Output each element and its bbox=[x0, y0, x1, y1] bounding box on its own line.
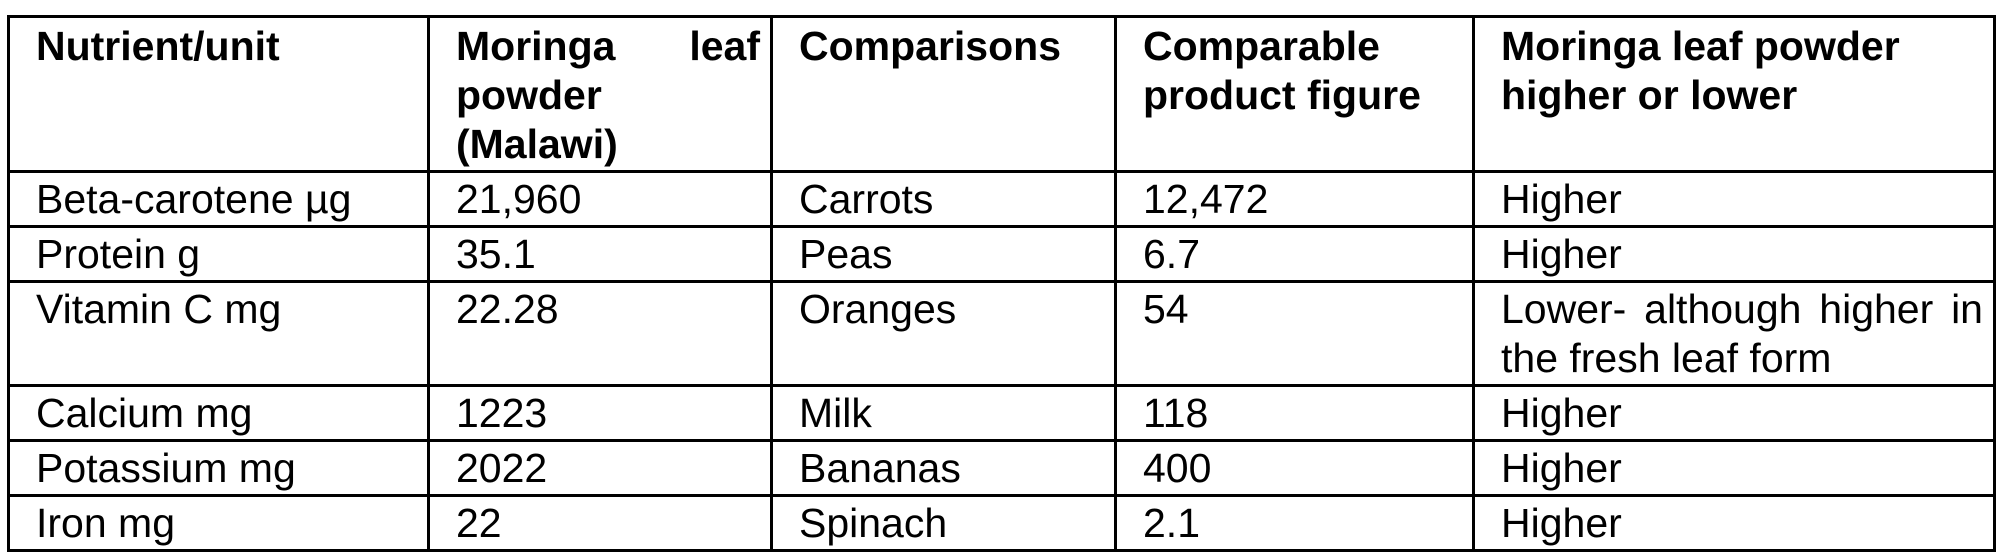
comparable-figure-cell: 6.7 bbox=[1114, 225, 1475, 283]
moringa-value-cell: 35.1 bbox=[427, 225, 773, 283]
comparison-cell: Peas bbox=[770, 225, 1117, 283]
comparable-figure-cell: 400 bbox=[1114, 439, 1475, 497]
table-row: Potassium mg 2022 Bananas 400 Higher bbox=[7, 439, 1996, 497]
header-row: Nutrient/unit Moringa leaf powder (Malaw… bbox=[7, 15, 1996, 173]
comparable-figure-cell: 54 bbox=[1114, 280, 1475, 387]
header-comparisons: Comparisons bbox=[770, 15, 1117, 173]
comparison-cell: Oranges bbox=[770, 280, 1117, 387]
moringa-value-cell: 21,960 bbox=[427, 170, 773, 228]
moringa-value-cell: 2022 bbox=[427, 439, 773, 497]
higher-lower-cell: Higher bbox=[1472, 439, 1996, 497]
moringa-value-cell: 22 bbox=[427, 494, 773, 552]
moringa-value-cell: 1223 bbox=[427, 384, 773, 442]
header-higher-or-lower: Moringa leaf powder higher or lower bbox=[1472, 15, 1996, 173]
header-moringa-leaf-powder: Moringa leaf powder (Malawi) bbox=[427, 15, 773, 173]
higher-lower-cell: Higher bbox=[1472, 225, 1996, 283]
table-row: Calcium mg 1223 Milk 118 Higher bbox=[7, 384, 1996, 442]
table-row: Protein g 35.1 Peas 6.7 Higher bbox=[7, 225, 1996, 283]
higher-lower-cell: Higher bbox=[1472, 170, 1996, 228]
nutrient-cell: Potassium mg bbox=[7, 439, 430, 497]
nutrient-cell: Protein g bbox=[7, 225, 430, 283]
header-comparable-product-figure: Comparable product figure bbox=[1114, 15, 1475, 173]
nutrient-cell: Calcium mg bbox=[7, 384, 430, 442]
higher-lower-cell: Lower- although higher in the fresh leaf… bbox=[1472, 280, 1996, 387]
higher-lower-cell: Higher bbox=[1472, 384, 1996, 442]
table-row: Vitamin C mg 22.28 Oranges 54 Lower- alt… bbox=[7, 280, 1996, 387]
nutrient-comparison-table: Nutrient/unit Moringa leaf powder (Malaw… bbox=[7, 15, 1996, 552]
comparison-cell: Milk bbox=[770, 384, 1117, 442]
header-nutrient-unit: Nutrient/unit bbox=[7, 15, 430, 173]
comparison-cell: Bananas bbox=[770, 439, 1117, 497]
comparable-figure-cell: 2.1 bbox=[1114, 494, 1475, 552]
nutrient-cell: Beta-carotene µg bbox=[7, 170, 430, 228]
table-row: Beta-carotene µg 21,960 Carrots 12,472 H… bbox=[7, 170, 1996, 228]
nutrient-cell: Vitamin C mg bbox=[7, 280, 430, 387]
nutrient-cell: Iron mg bbox=[7, 494, 430, 552]
table-row: Iron mg 22 Spinach 2.1 Higher bbox=[7, 494, 1996, 552]
moringa-value-cell: 22.28 bbox=[427, 280, 773, 387]
comparison-cell: Spinach bbox=[770, 494, 1117, 552]
comparable-figure-cell: 118 bbox=[1114, 384, 1475, 442]
comparison-cell: Carrots bbox=[770, 170, 1117, 228]
comparable-figure-cell: 12,472 bbox=[1114, 170, 1475, 228]
higher-lower-cell: Higher bbox=[1472, 494, 1996, 552]
